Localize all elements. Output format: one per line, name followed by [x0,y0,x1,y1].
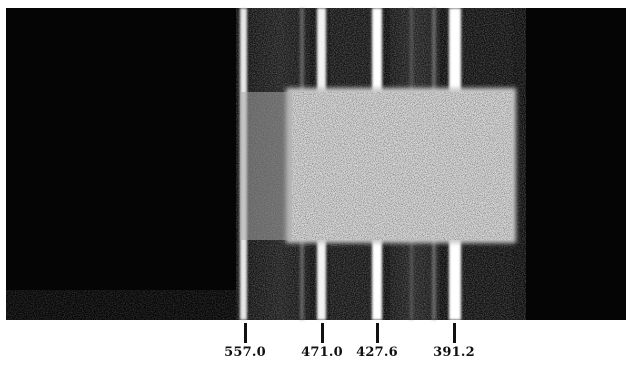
wavelength-label-427: 427.6 [356,345,398,360]
left-field-grain [6,290,236,320]
wavelength-label-391: 391.2 [433,345,475,360]
tick-391 [453,323,456,343]
tick-557 [244,323,247,343]
wavelength-label-557: 557.0 [224,345,266,360]
continuum-block [240,88,516,243]
wavelength-label-471: 471.0 [301,345,343,360]
tick-471 [321,323,324,343]
tick-427 [376,323,379,343]
